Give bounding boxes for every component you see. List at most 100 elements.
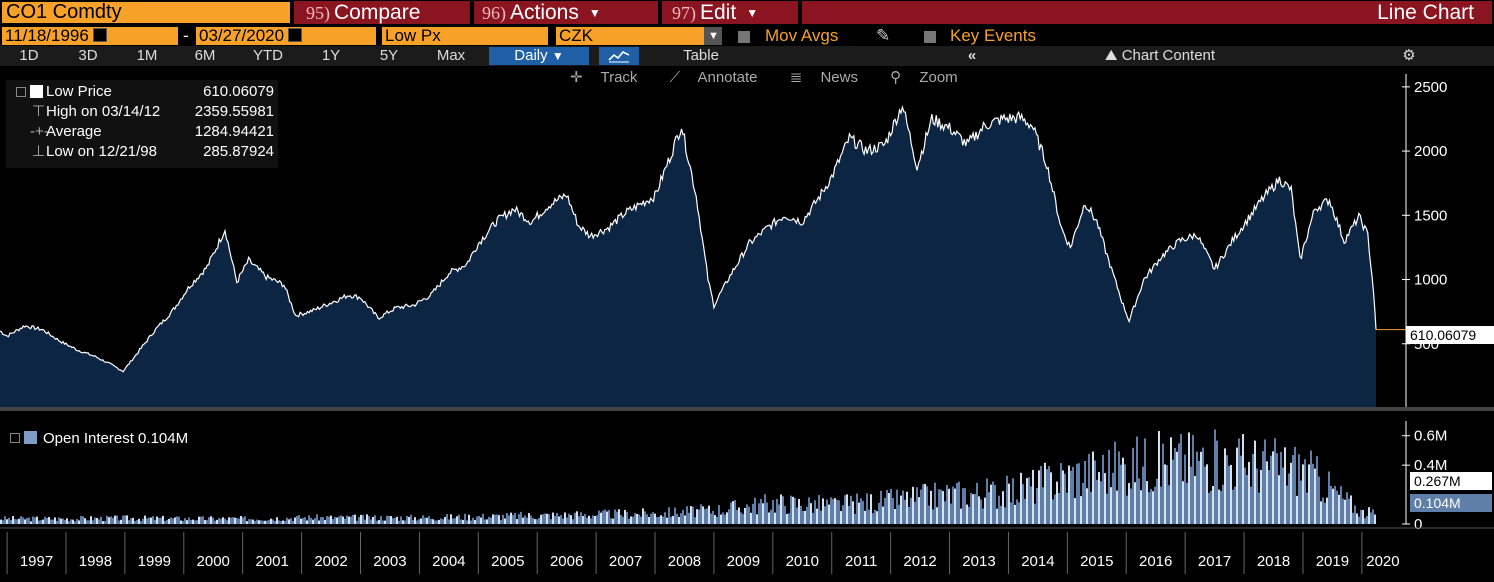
open-interest-bar <box>740 512 742 524</box>
open-interest-bar <box>1312 463 1314 524</box>
open-interest-bar <box>752 503 754 524</box>
actions-button[interactable]: 96) Actions ▼ <box>474 1 658 24</box>
open-interest-bar <box>1040 466 1042 524</box>
open-interest-bar <box>616 511 618 524</box>
x-tick-label: 1999 <box>138 553 171 570</box>
open-interest-bar <box>816 508 818 524</box>
zoom-button[interactable]: ⚲ Zoom <box>890 69 972 86</box>
x-tick-label: 2018 <box>1257 553 1290 570</box>
open-interest-bar <box>340 515 342 524</box>
calendar-icon[interactable] <box>92 28 107 42</box>
open-interest-bar <box>704 509 706 524</box>
chart-content-icon: ⛰ <box>1104 47 1118 64</box>
open-interest-bar <box>44 516 46 524</box>
edit-dropdown-icon: ▼ <box>746 6 759 20</box>
open-interest-bar <box>1200 451 1202 524</box>
frequency-dropdown[interactable]: Daily ▼ <box>489 47 589 65</box>
currency-selector[interactable]: CZK <box>556 27 704 45</box>
start-date-field[interactable]: 11/18/1996 <box>2 27 178 45</box>
open-interest-bar <box>588 515 590 524</box>
open-interest-bar <box>118 520 120 524</box>
open-interest-bar <box>16 519 18 524</box>
open-interest-bar <box>46 517 48 524</box>
open-interest-bar <box>594 515 596 524</box>
open-interest-bar <box>1294 446 1296 524</box>
open-interest-bar <box>860 498 862 524</box>
edit-button[interactable]: 97) Edit ▼ <box>662 1 798 24</box>
tab-3d[interactable]: 3D <box>78 47 98 64</box>
open-interest-bar <box>742 514 744 524</box>
open-interest-bar <box>262 520 264 524</box>
mov-avgs-label[interactable]: Mov Avgs <box>765 26 839 45</box>
open-interest-bar <box>1054 494 1056 524</box>
open-interest-bar <box>30 521 32 524</box>
ticker-field[interactable]: CO1 Comdty <box>2 2 290 23</box>
calendar-icon[interactable] <box>288 28 303 42</box>
tab-ytd[interactable]: YTD <box>253 47 283 64</box>
compare-button[interactable]: 95) Compare <box>294 1 470 24</box>
open-interest-bar <box>606 511 608 524</box>
open-interest-bar <box>556 512 558 524</box>
track-button[interactable]: ✛ Track <box>570 69 651 86</box>
open-interest-bar <box>848 505 850 524</box>
open-interest-bar <box>736 509 738 524</box>
mov-avgs-checkbox[interactable] <box>738 31 750 43</box>
open-interest-bar <box>1354 505 1356 524</box>
open-interest-axis: 0.6M 0.4M 0 <box>1402 421 1447 533</box>
open-interest-bar <box>626 511 628 524</box>
tab-max[interactable]: Max <box>436 47 466 64</box>
currency-dropdown-icon[interactable]: ▼ <box>704 27 722 45</box>
open-interest-bar <box>1076 463 1078 524</box>
field-selector[interactable]: Low Px <box>382 27 548 45</box>
compare-label: Compare <box>334 1 421 24</box>
key-events-checkbox[interactable] <box>924 31 936 43</box>
annotate-button[interactable]: ⟋ Annotate <box>670 69 772 86</box>
chart-content-button[interactable]: ⛰ Chart Content <box>1060 47 1260 65</box>
end-date-field[interactable]: 03/27/2020 <box>196 27 376 45</box>
settings-gear-icon[interactable]: ⚙ <box>1402 47 1416 64</box>
open-interest-bar <box>492 514 494 524</box>
tab-1m[interactable]: 1M <box>136 47 158 64</box>
open-interest-bar <box>768 512 770 524</box>
price-tick-label: 2500 <box>1414 79 1447 96</box>
open-interest-bar <box>148 517 150 524</box>
open-interest-bar <box>504 518 506 524</box>
open-interest-bar <box>178 516 180 524</box>
open-interest-bar <box>908 506 910 524</box>
open-interest-bar <box>158 517 160 524</box>
oi-tick-label: 0 <box>1414 516 1422 533</box>
open-interest-bar <box>1074 498 1076 524</box>
open-interest-bar <box>836 499 838 524</box>
open-interest-bar <box>78 520 80 524</box>
open-interest-bar <box>450 514 452 524</box>
open-interest-bar <box>1240 455 1242 524</box>
series-swatch[interactable] <box>30 85 43 98</box>
tab-1d[interactable]: 1D <box>19 47 39 64</box>
open-interest-legend[interactable]: Open Interest 0.104M <box>10 430 188 448</box>
key-events-label[interactable]: Key Events <box>950 26 1036 45</box>
open-interest-bar <box>804 510 806 524</box>
tab-5y[interactable]: 5Y <box>379 47 399 64</box>
open-interest-bar <box>1002 491 1004 524</box>
line-chart-icon[interactable] <box>599 47 639 65</box>
collapse-toggle-icon[interactable] <box>10 433 20 443</box>
series-swatch[interactable] <box>24 431 37 444</box>
legend-low-price[interactable]: Low Price 610.06079 <box>6 82 278 102</box>
collapse-toggle-icon[interactable] <box>16 87 26 97</box>
open-interest-bar <box>732 501 734 524</box>
pencil-icon[interactable]: ✎ <box>876 26 891 45</box>
open-interest-bar <box>682 509 684 524</box>
tab-table[interactable]: Table <box>683 47 719 64</box>
news-button[interactable]: ≣ News <box>790 69 872 86</box>
tab-6m[interactable]: 6M <box>194 47 216 64</box>
open-interest-bar <box>870 494 872 524</box>
open-interest-bar <box>454 518 456 524</box>
open-interest-bar <box>750 512 752 524</box>
start-date-value: 11/18/1996 <box>5 26 89 45</box>
collapse-button[interactable]: « <box>967 47 977 64</box>
open-interest-bar <box>634 513 636 524</box>
high-marker-icon: ⊤ <box>32 103 46 120</box>
tab-1y[interactable]: 1Y <box>321 47 341 64</box>
open-interest-bar <box>1016 499 1018 524</box>
